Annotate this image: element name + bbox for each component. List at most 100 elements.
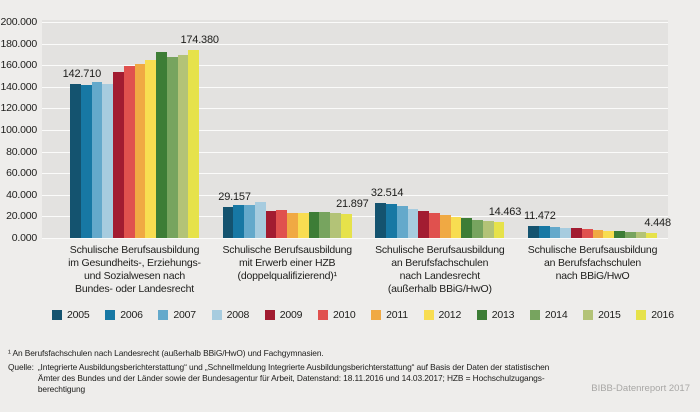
bar-2010	[429, 213, 440, 238]
legend-swatch-icon	[476, 310, 487, 320]
category-label-line: an Berufsfachschulen	[391, 257, 489, 269]
bar-2006	[233, 205, 245, 238]
bar-2009	[571, 228, 582, 238]
bar-2005	[222, 206, 234, 238]
category-label: Schulische Berufsausbildung mit Erwerb ei…	[201, 244, 373, 283]
legend-label: 2013	[491, 309, 515, 321]
bar-2006	[386, 204, 397, 238]
bar-2011	[287, 212, 298, 238]
legend-item-2012: 2012	[423, 309, 462, 321]
category-label-line: Bundes- oder Landesrecht	[75, 283, 194, 295]
y-tick-label: 180.000	[0, 37, 37, 50]
gridline	[42, 194, 668, 196]
legend-item-2009: 2009	[264, 309, 303, 321]
bar-2005	[375, 202, 387, 238]
bar-2005	[70, 83, 81, 238]
bar-2006	[538, 226, 550, 238]
bar-2016	[340, 214, 352, 238]
y-tick-label: 140.000	[0, 80, 37, 93]
bar-value-label: 4.448	[644, 217, 671, 230]
bar-2012	[450, 217, 462, 238]
y-tick-label: 40.000	[6, 188, 37, 201]
category-label-line: Schulische Berufsausbildung	[222, 244, 352, 256]
source-text-line: berechtigung	[37, 384, 86, 394]
legend-swatch-icon	[317, 310, 328, 320]
bar-value-label: 11.472	[523, 209, 556, 222]
bar-2013	[308, 211, 320, 238]
legend-swatch-icon	[105, 310, 116, 320]
category-label: Schulische Berufsausbildung an Berufsfach…	[507, 244, 679, 283]
y-tick-label: 160.000	[0, 59, 37, 72]
bar-2008	[560, 227, 571, 238]
bar-2010	[123, 66, 135, 238]
legend-item-2015: 2015	[583, 309, 621, 321]
legend: 2005 2006 2007 2008 2009 2010 2011 2012 2013 2014…	[52, 309, 674, 321]
bar-2009	[418, 210, 430, 238]
bar-value-label: 21.897	[336, 198, 369, 211]
source-label: Quelle:	[8, 362, 34, 372]
bar-2013	[614, 231, 625, 238]
legend-item-2014: 2014	[529, 309, 568, 321]
legend-item-2011: 2011	[371, 309, 408, 321]
legend-swatch-icon	[529, 310, 540, 320]
gridline	[42, 216, 668, 218]
bar-value-label: 29.157	[218, 190, 251, 203]
bar-2015	[330, 213, 341, 238]
bar-2011	[439, 215, 451, 238]
bar-2016	[646, 233, 657, 238]
bar-value-label: 32.514	[370, 186, 404, 199]
legend-label: 2008	[226, 309, 250, 321]
legend-swatch-icon	[211, 310, 222, 320]
report-credit: BIBB-Datenreport 2017	[591, 383, 690, 394]
bar-2012	[603, 230, 614, 238]
legend-swatch-icon	[636, 310, 647, 320]
bar-2007	[244, 204, 255, 238]
y-tick-label: 0.000	[11, 232, 37, 244]
legend-label: 2011	[386, 309, 408, 321]
bar-2014	[166, 56, 178, 238]
legend-label: 2016	[651, 309, 674, 321]
gridline	[42, 86, 668, 88]
source-text-line: Ämter des Bundes und der Länder sowie de…	[37, 373, 545, 383]
footnote: ¹ An Berufsfachschulen nach Landesrecht …	[8, 348, 324, 358]
bar-2014	[319, 211, 331, 238]
bar-2007	[549, 226, 561, 238]
bar-2009	[113, 71, 124, 238]
bar-2010	[581, 229, 593, 238]
bar-2006	[80, 85, 92, 238]
bar-2007	[91, 81, 103, 238]
bar-2016	[493, 222, 505, 238]
legend-item-2007: 2007	[158, 309, 196, 321]
legend-label: 2005	[67, 309, 90, 321]
legend-swatch-icon	[423, 310, 434, 320]
category-label-line: Schulische Berufsausbildung	[527, 244, 658, 256]
gridline	[42, 43, 668, 45]
category-label-line: im Gesundheits-, Erziehungs-	[68, 257, 201, 269]
category-label-line: an Berufsfachschulen	[544, 257, 641, 269]
legend-label: 2006	[120, 309, 143, 321]
bar-2008	[407, 208, 419, 238]
bar-2015	[177, 55, 189, 238]
y-tick-label: 80.000	[6, 145, 37, 158]
category-label-line: Schulische Berufsausbildung	[375, 244, 505, 256]
legend-item-2010: 2010	[317, 309, 356, 321]
category-label-line: Schulische Berufsausbildung	[69, 244, 200, 256]
y-tick-label: 120.000	[0, 102, 37, 115]
legend-swatch-icon	[371, 310, 382, 320]
legend-label: 2012	[438, 309, 462, 321]
legend-swatch-icon	[158, 310, 169, 320]
source-text-line: „Integrierte Ausbildungsberichterstattun…	[37, 362, 550, 372]
category-label: Schulische Berufsausbildung an Berufsfach…	[354, 244, 526, 296]
legend-swatch-icon	[583, 310, 594, 320]
legend-label: 2015	[598, 309, 621, 321]
bar-value-label: 174.380	[180, 33, 219, 46]
legend-swatch-icon	[52, 310, 62, 320]
bar-2015	[635, 232, 647, 238]
gridline	[42, 173, 668, 175]
bar-value-label: 14.463	[488, 206, 522, 219]
source-text: „Integrierte Ausbildungsberichterstattun…	[37, 362, 550, 395]
y-tick-label: 60.000	[6, 167, 37, 180]
legend-label: 2010	[332, 309, 356, 321]
bar-2013	[156, 51, 167, 238]
